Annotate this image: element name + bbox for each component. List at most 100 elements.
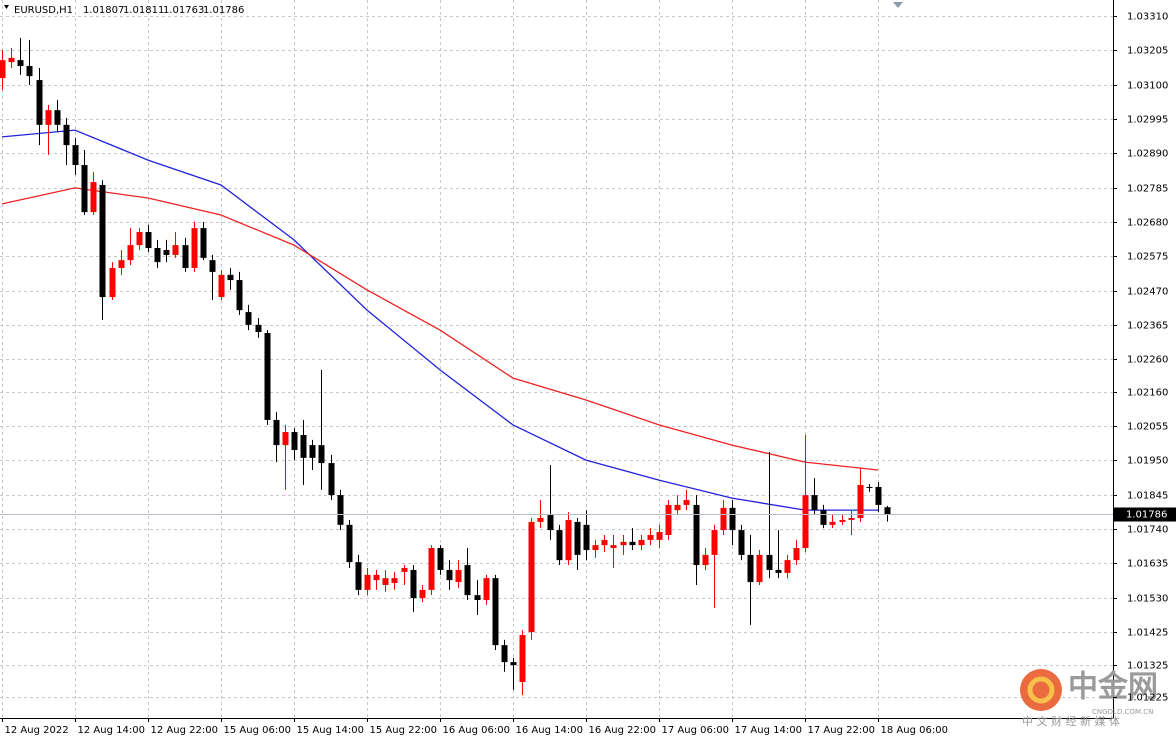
candle-body <box>63 124 70 146</box>
candle-body <box>537 517 544 522</box>
candle-body <box>419 589 426 599</box>
header-low: 1.01763 <box>163 5 204 16</box>
x-tick-label: 16 Aug 06:00 <box>443 725 510 736</box>
y-tick-label: 1.02575 <box>1127 252 1168 263</box>
shift-marker <box>893 2 903 8</box>
candle-body <box>245 312 252 325</box>
x-tick-label: 17 Aug 06:00 <box>662 725 729 736</box>
candle-body <box>273 419 280 446</box>
candle-body <box>820 510 827 525</box>
candle-body <box>583 524 590 551</box>
y-tick-label: 1.02680 <box>1127 218 1168 229</box>
candle-body <box>866 486 873 488</box>
candle-body <box>109 267 116 298</box>
current-price-label: 1.01786 <box>1126 510 1167 521</box>
y-tick-label: 1.01635 <box>1127 559 1168 570</box>
y-tick-label: 1.01225 <box>1127 693 1168 704</box>
header-close: 1.01786 <box>203 5 244 16</box>
watermark-logo <box>1020 669 1062 711</box>
candle-body <box>455 569 462 583</box>
candle-body <box>182 245 189 268</box>
candle-body <box>446 569 453 581</box>
y-tick-label: 1.02470 <box>1127 287 1168 298</box>
y-tick-label: 1.03205 <box>1127 46 1168 57</box>
header-arrow <box>4 5 9 9</box>
candle-body <box>318 445 325 464</box>
moving-average-line <box>1 187 879 471</box>
candle-body <box>620 541 627 546</box>
candle-body <box>291 432 298 451</box>
candle-body <box>519 634 526 683</box>
y-tick-label: 1.01530 <box>1127 594 1168 605</box>
x-tick-label: 16 Aug 14:00 <box>516 725 583 736</box>
header-high: 1.01811 <box>123 5 164 16</box>
candle-body <box>875 486 882 505</box>
x-tick-label: 15 Aug 22:00 <box>370 725 437 736</box>
candle-body <box>793 548 800 561</box>
candle-body <box>656 532 663 540</box>
candle-body <box>565 519 572 561</box>
candle-body <box>729 507 736 531</box>
candle-body <box>54 110 61 125</box>
candle-body <box>118 260 125 268</box>
candle-body <box>255 324 262 333</box>
x-tick-label: 12 Aug 22:00 <box>151 725 218 736</box>
header: EURUSD,H1 1.01807 1.01811 1.01763 1.0178… <box>4 5 244 16</box>
x-tick-label: 17 Aug 14:00 <box>735 725 802 736</box>
candle-body <box>81 165 88 213</box>
candle-body <box>127 245 134 261</box>
x-tick-label: 16 Aug 22:00 <box>589 725 656 736</box>
x-tick-label: 15 Aug 06:00 <box>224 725 291 736</box>
candle-body <box>839 519 846 522</box>
candle-body <box>848 517 855 520</box>
candle-body <box>464 565 471 596</box>
candle-body <box>209 260 216 272</box>
watermark-brand: 中金网 <box>1068 670 1158 705</box>
candle-body <box>702 554 709 566</box>
watermark: 中金网 CNGOLD.COM.CN 中 文 财 经 新 媒 体 <box>1020 669 1158 728</box>
candle-body <box>382 578 389 585</box>
watermark-logo-ring <box>1027 676 1055 704</box>
candle-body <box>337 495 344 525</box>
y-tick-label: 1.02995 <box>1127 115 1168 126</box>
y-tick-label: 1.01950 <box>1127 456 1168 467</box>
moving-average-line <box>1 129 878 511</box>
x-tick-label: 17 Aug 22:00 <box>808 725 875 736</box>
candle-body <box>300 434 307 458</box>
y-tick-label: 1.02260 <box>1127 355 1168 366</box>
candle-body <box>601 539 608 546</box>
y-tick-label: 1.02785 <box>1127 184 1168 195</box>
candle-body <box>547 515 554 531</box>
candle-body <box>391 578 398 584</box>
candle-body <box>610 545 617 549</box>
y-tick-label: 1.01845 <box>1127 491 1168 502</box>
y-tick-label: 1.02055 <box>1127 422 1168 433</box>
candle-body <box>665 504 672 535</box>
candle-body <box>474 595 481 601</box>
candle-body <box>483 578 490 601</box>
y-tick-label: 1.02365 <box>1127 321 1168 332</box>
candle-body <box>683 500 690 505</box>
candle-body <box>163 250 170 255</box>
candle-body <box>747 554 754 583</box>
candle-body <box>309 445 316 458</box>
candle-body <box>0 60 6 79</box>
candle-body <box>784 560 791 573</box>
y-tick-label: 1.03100 <box>1127 81 1168 92</box>
header-open: 1.01807 <box>83 5 124 16</box>
candle-body <box>17 60 24 67</box>
y-tick-label: 1.03310 <box>1127 12 1168 23</box>
candle-body <box>99 184 106 298</box>
x-tick-label: 12 Aug 2022 <box>5 725 69 736</box>
candle-body <box>775 569 782 573</box>
candle-body <box>8 57 15 63</box>
marks-layer <box>0 37 1113 696</box>
candle-body <box>364 574 371 590</box>
candle-body <box>647 534 654 540</box>
y-tick-label: 1.01740 <box>1127 525 1168 536</box>
candle-body <box>829 521 836 525</box>
watermark-site: CNGOLD.COM.CN <box>1092 708 1153 716</box>
candle-body <box>401 567 408 572</box>
candle-body <box>528 521 535 633</box>
